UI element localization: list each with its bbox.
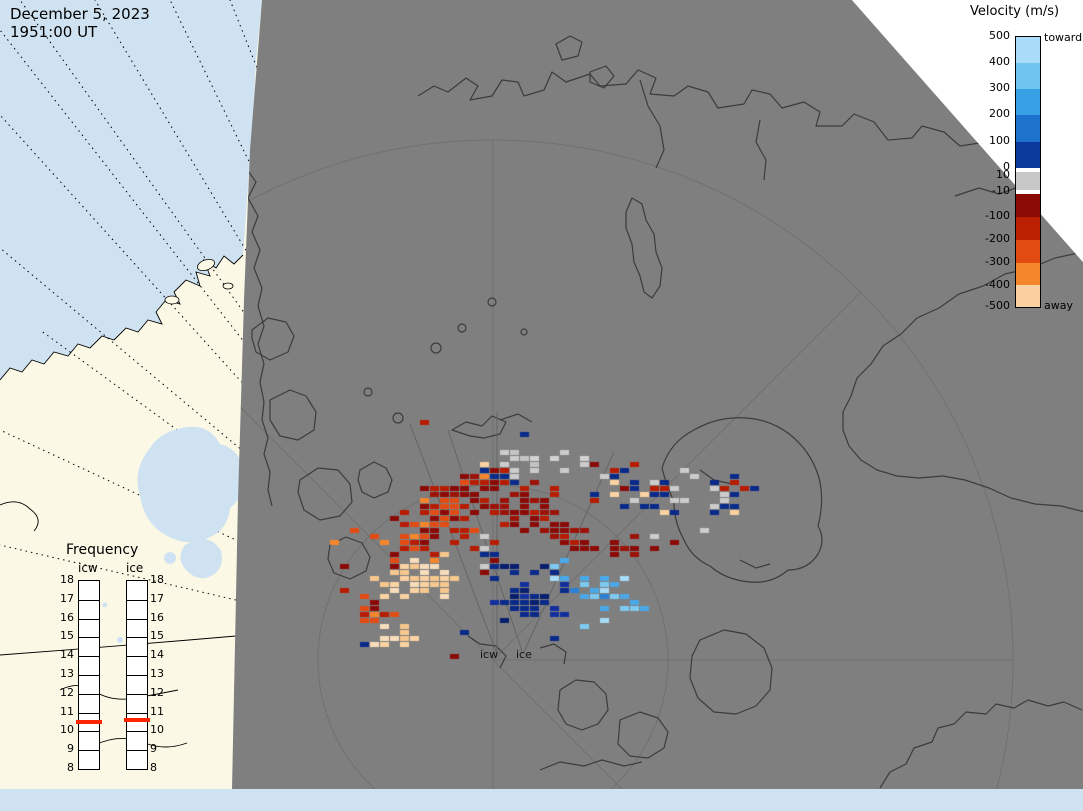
frequency-bar-tick bbox=[127, 599, 147, 601]
frequency-marker-ice bbox=[124, 718, 150, 723]
velocity-tick-label: 100 bbox=[989, 134, 1010, 147]
frequency-bar-tick bbox=[79, 750, 99, 752]
colorbar-segment bbox=[1016, 37, 1040, 63]
frequency-scale-label: 12 bbox=[60, 685, 74, 699]
frequency-scale-label: 10 bbox=[150, 723, 164, 737]
frequency-marker-icw bbox=[76, 720, 102, 724]
site-label-icw: icw bbox=[480, 648, 499, 661]
colorbar-segment bbox=[1016, 263, 1040, 285]
frequency-bar-tick bbox=[79, 599, 99, 601]
frequency-scale-label: 13 bbox=[60, 667, 74, 680]
frequency-scale-label: 14 bbox=[60, 648, 74, 662]
colorbar-segment bbox=[1016, 194, 1040, 217]
frequency-bar-tick bbox=[127, 656, 147, 658]
velocity-tick-label: 500 bbox=[989, 29, 1010, 42]
frequency-bar-icw bbox=[76, 580, 102, 770]
frequency-bar-tick bbox=[127, 675, 147, 676]
velocity-legend: Velocity (m/s) 500 400 300 200 100 0 10 -10 -100… bbox=[952, 0, 1083, 345]
velocity-legend-title: Velocity (m/s) bbox=[970, 4, 1060, 19]
frequency-scale-label: 8 bbox=[150, 761, 157, 774]
frequency-scale-label: 9 bbox=[67, 742, 74, 756]
south-sea-strip bbox=[0, 789, 1083, 811]
colorbar-segment bbox=[1016, 142, 1040, 168]
frequency-bar-tick bbox=[127, 693, 147, 695]
frequency-scale-label: 10 bbox=[60, 723, 74, 737]
velocity-tick-label: -500 bbox=[985, 299, 1010, 312]
frequency-scale-label: 17 bbox=[150, 591, 164, 605]
frequency-scale-label: 18 bbox=[150, 573, 164, 586]
frequency-bar-tick bbox=[127, 712, 147, 714]
frequency-scale-label: 15 bbox=[60, 629, 74, 643]
frequency-bar-tick bbox=[79, 693, 99, 695]
frequency-scale-label: 11 bbox=[150, 704, 164, 718]
frequency-legend-title: Frequency bbox=[66, 542, 139, 558]
away-label: away bbox=[1044, 299, 1073, 312]
frequency-scale-label: 13 bbox=[150, 667, 164, 680]
frequency-bar-ice bbox=[124, 580, 150, 770]
frequency-scale-label: 9 bbox=[150, 742, 157, 756]
timestamp-block: December 5, 2023 1951:00 UT bbox=[10, 5, 150, 41]
colorbar-segment bbox=[1016, 285, 1040, 307]
velocity-tick-label: 400 bbox=[989, 55, 1010, 68]
velocity-tick-label: -200 bbox=[985, 232, 1010, 245]
velocity-tick-label: -100 bbox=[985, 209, 1010, 222]
frequency-bar-tick bbox=[79, 618, 99, 620]
date-label: December 5, 2023 bbox=[10, 5, 150, 23]
velocity-tick-label: 0 bbox=[1003, 160, 1010, 173]
colorbar-segment bbox=[1016, 172, 1040, 190]
frequency-bar-tick bbox=[79, 731, 99, 733]
velocity-colorbar bbox=[1015, 36, 1041, 308]
frequency-scale-label: 8 bbox=[67, 761, 74, 774]
frequency-legend: Frequency icw ice 18 17 16 15 14 13 12 11 10 9 8 18… bbox=[52, 542, 202, 782]
velocity-tick-label: -400 bbox=[985, 278, 1010, 291]
frequency-column-label-icw: icw bbox=[78, 561, 98, 575]
time-label: 1951:00 UT bbox=[10, 23, 98, 41]
frequency-bar-tick bbox=[127, 750, 147, 752]
frequency-bar-tick bbox=[79, 675, 99, 676]
frequency-scale-label: 14 bbox=[150, 648, 164, 662]
colorbar-segment bbox=[1016, 89, 1040, 115]
colorbar-segment bbox=[1016, 240, 1040, 263]
colorbar-segment bbox=[1016, 168, 1040, 172]
frequency-bar-tick bbox=[127, 618, 147, 620]
colorbar-segment bbox=[1016, 190, 1040, 194]
toward-label: toward bbox=[1044, 31, 1083, 44]
frequency-bar-tick bbox=[127, 637, 147, 639]
frequency-scale-label: 15 bbox=[150, 629, 164, 643]
colorbar-segment bbox=[1016, 217, 1040, 240]
colorbar-segment bbox=[1016, 115, 1040, 142]
velocity-tick-label: 300 bbox=[989, 81, 1010, 94]
frequency-scale-label: 18 bbox=[60, 573, 74, 586]
frequency-bar-tick bbox=[79, 656, 99, 658]
frequency-bar-tick bbox=[79, 712, 99, 714]
frequency-bar-tick bbox=[127, 731, 147, 733]
velocity-tick-label: 200 bbox=[989, 107, 1010, 120]
frequency-scale-label: 11 bbox=[60, 704, 74, 718]
frequency-scale-label: 17 bbox=[60, 591, 74, 605]
frequency-scale-label: 16 bbox=[150, 610, 164, 624]
frequency-column-label-ice: ice bbox=[126, 561, 144, 575]
velocity-tick-label: -300 bbox=[985, 255, 1010, 268]
frequency-scale-label: 16 bbox=[60, 610, 74, 624]
velocity-tick-label: -10 bbox=[992, 184, 1010, 197]
site-label-ice: ice bbox=[516, 648, 532, 661]
velocity-tick-label: 10 bbox=[996, 168, 1010, 181]
frequency-bar-tick bbox=[79, 637, 99, 639]
colorbar-segment bbox=[1016, 63, 1040, 89]
velocity-tick-labels: 500 400 300 200 100 0 10 -10 -100 -200 -300 -400 -50… bbox=[952, 30, 1083, 312]
frequency-scale-label: 12 bbox=[150, 685, 164, 699]
